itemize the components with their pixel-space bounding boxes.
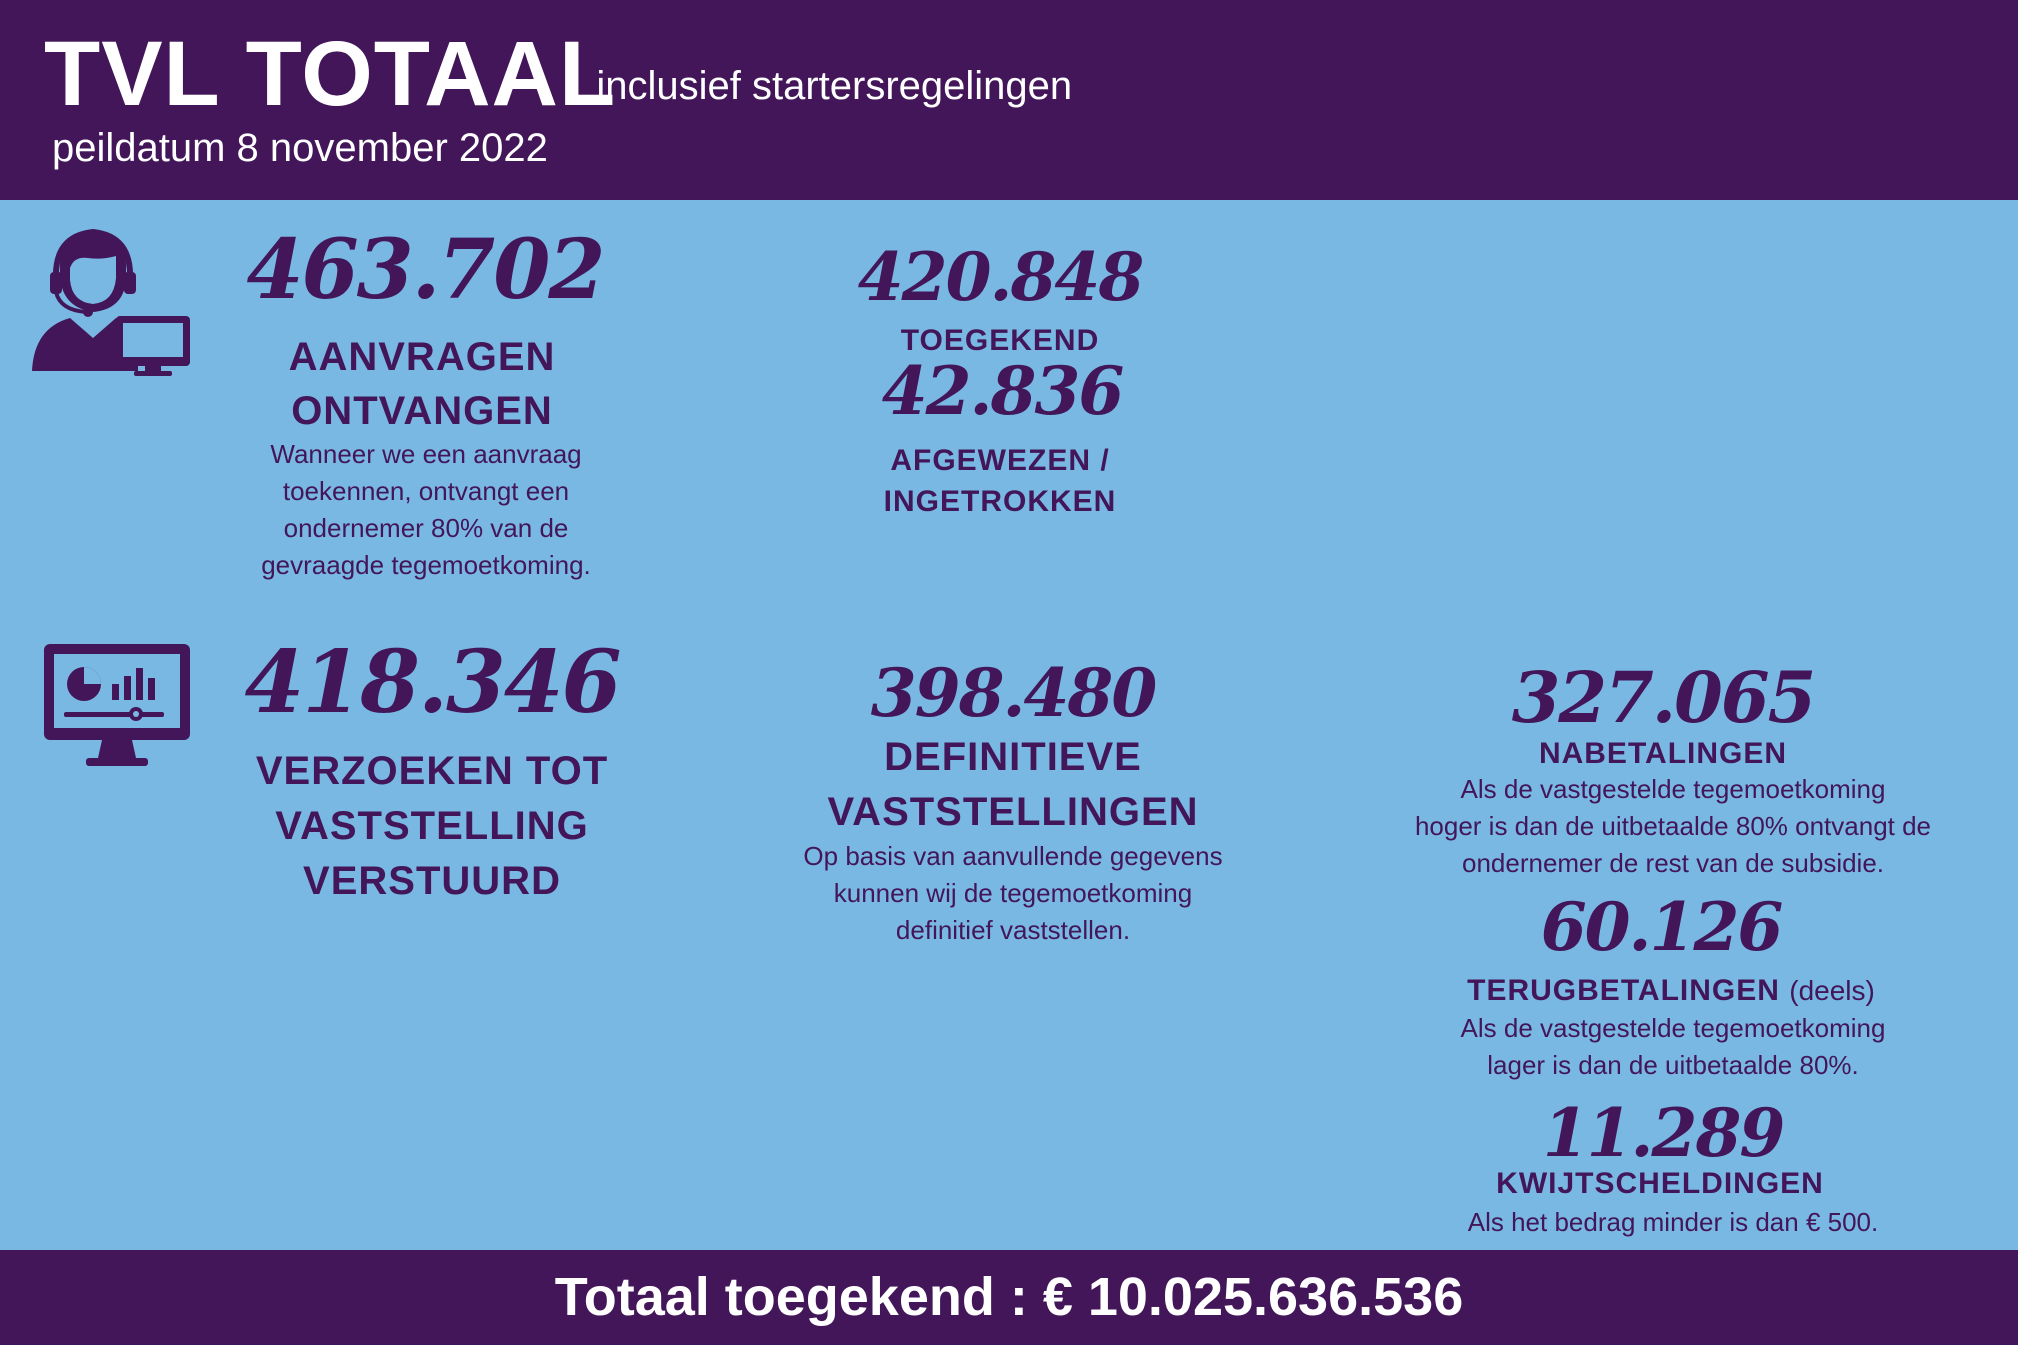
aanvragen-desc-line2: toekennen, ontvangt een: [282, 476, 570, 506]
total-granted: Totaal toegekend : € 10.025.636.536: [554, 1267, 1464, 1327]
customer-support-icon: [30, 228, 195, 378]
subtitle-text: inclusief startersregelingen: [596, 64, 1073, 108]
definitieve-desc-line2: kunnen wij de tegemoetkoming: [833, 878, 1193, 908]
terugbetalingen-desc-line2: lager is dan de uitbetaalde 80%.: [1487, 1050, 1859, 1080]
verzoeken-label-line3: VERSTUURD: [303, 859, 561, 903]
definitieve-number: 398.480: [870, 654, 1158, 732]
title-dash: -: [565, 64, 579, 108]
verzoeken-label-line1: VERZOEKEN TOT: [255, 749, 609, 793]
nabetalingen-desc-line3: ondernemer de rest van de subsidie.: [1461, 848, 1885, 878]
page-title: TVL TOTAAL: [44, 23, 617, 125]
definitieve-desc-line3: definitief vaststellen.: [895, 915, 1131, 945]
verzoeken-label: VERZOEKEN TOT VASTSTELLING VERSTUURD: [232, 744, 632, 909]
kwijtscheldingen-desc-line1: Als het bedrag minder is dan € 500.: [1467, 1207, 1879, 1237]
afgewezen-number: 42.836: [881, 352, 1125, 430]
toegekend-label: TOEGEKEND: [900, 324, 1100, 357]
reference-date: peildatum 8 november 2022: [52, 126, 548, 170]
aanvragen-number: 463.702: [246, 222, 606, 318]
header-banner: [0, 0, 2018, 200]
afgewezen-label-line1: AFGEWEZEN /: [890, 444, 1110, 477]
definitieve-label: DEFINITIEVE VASTSTELLINGEN: [813, 730, 1213, 840]
afgewezen-label: AFGEWEZEN / INGETROKKEN: [800, 440, 1200, 522]
aanvragen-description: Wanneer we een aanvraag toekennen, ontva…: [226, 436, 626, 584]
kwijtscheldingen-label: KWIJTSCHELDINGEN: [1496, 1167, 1824, 1200]
nabetalingen-desc-line2: hoger is dan de uitbetaalde 80% ontvangt…: [1414, 811, 1932, 841]
definitieve-description: Op basis van aanvullende gegevens kunnen…: [763, 838, 1263, 949]
page-subtitle: - inclusief startersregelingen: [565, 64, 1072, 109]
terugbetalingen-description: Als de vastgestelde tegemoetkoming lager…: [1393, 1010, 1953, 1084]
nabetalingen-desc-line1: Als de vastgestelde tegemoetkoming: [1460, 774, 1886, 804]
aanvragen-desc-line1: Wanneer we een aanvraag: [270, 439, 582, 469]
kwijtscheldingen-number: 11.289: [1542, 1094, 1786, 1172]
nabetalingen-label: NABETALINGEN: [1538, 737, 1788, 770]
aanvragen-desc-line3: ondernemer 80% van de: [283, 513, 569, 543]
nabetalingen-description: Als de vastgestelde tegemoetkoming hoger…: [1393, 771, 1953, 882]
definitieve-desc-line1: Op basis van aanvullende gegevens: [803, 841, 1223, 871]
terugbetalingen-label-text: TERUGBETALINGEN: [1467, 974, 1780, 1007]
terugbetalingen-label-suffix: (deels): [1789, 975, 1875, 1006]
aanvragen-label: AANVRAGEN ONTVANGEN: [222, 330, 622, 438]
aanvragen-desc-line4: gevraagde tegemoetkoming.: [261, 550, 591, 580]
terugbetalingen-number: 60.126: [1540, 888, 1784, 966]
aanvragen-label-line1: AANVRAGEN: [288, 335, 556, 379]
kwijtscheldingen-description: Als het bedrag minder is dan € 500.: [1393, 1204, 1953, 1241]
footer-banner: Totaal toegekend : € 10.025.636.536: [0, 1250, 2018, 1345]
terugbetalingen-desc-line1: Als de vastgestelde tegemoetkoming: [1460, 1013, 1886, 1043]
afgewezen-label-line2: INGETROKKEN: [883, 485, 1117, 518]
definitieve-label-line1: DEFINITIEVE: [884, 735, 1142, 779]
aanvragen-label-line2: ONTVANGEN: [291, 389, 553, 433]
nabetalingen-number: 327.065: [1511, 656, 1817, 739]
definitieve-label-line2: VASTSTELLINGEN: [827, 790, 1199, 834]
verzoeken-label-line2: VASTSTELLING: [275, 804, 589, 848]
toegekend-number: 420.848: [857, 238, 1145, 316]
terugbetalingen-label: TERUGBETALINGEN (deels): [1441, 974, 1901, 1008]
monitor-dashboard-icon: [42, 642, 192, 770]
verzoeken-number: 418.346: [244, 632, 622, 733]
